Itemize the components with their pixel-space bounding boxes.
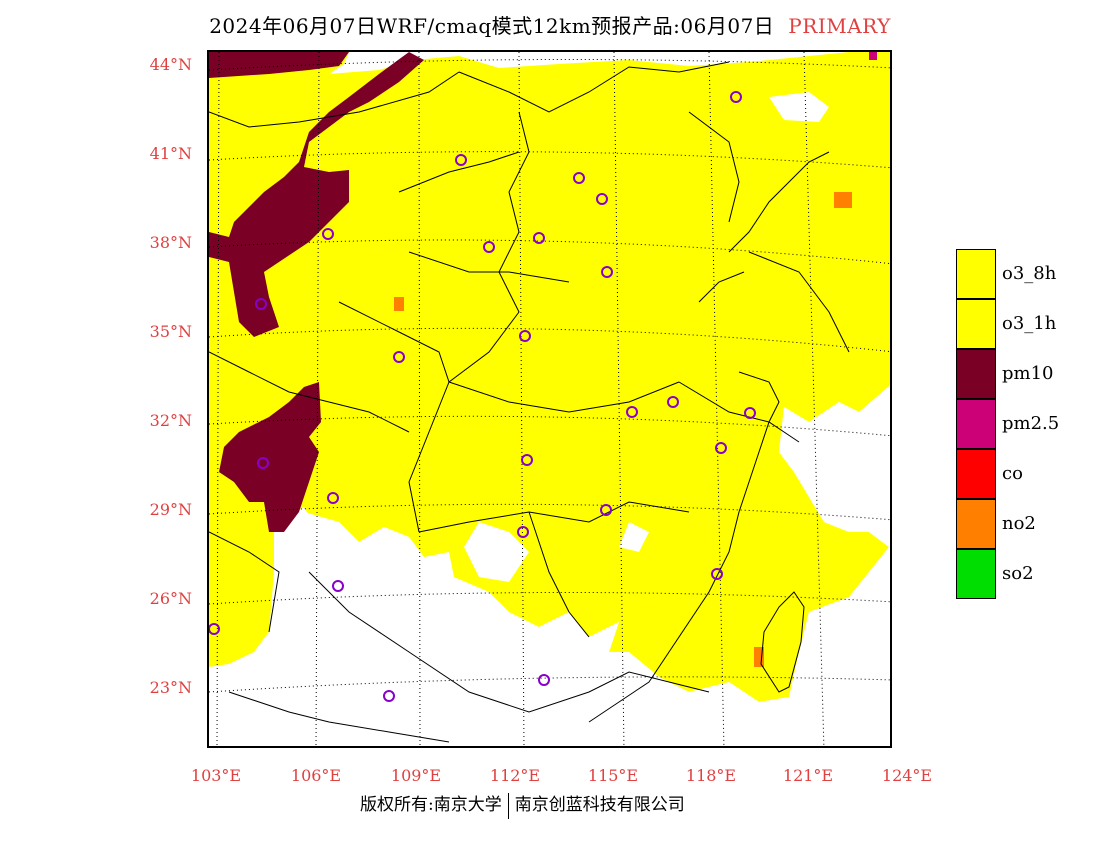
copyright-footer: 版权所有:南京大学 南京创蓝科技有限公司 bbox=[360, 790, 685, 819]
sea-clean-region bbox=[209, 385, 890, 746]
station-marker bbox=[626, 406, 638, 418]
lon-label-106: 106°E bbox=[290, 766, 342, 785]
station-marker bbox=[538, 674, 550, 686]
station-marker bbox=[455, 154, 467, 166]
lat-label-29: 29°N bbox=[149, 500, 192, 519]
province-boundaries bbox=[209, 61, 850, 743]
legend-label: o3_1h bbox=[1002, 313, 1057, 334]
forecast-map bbox=[207, 50, 892, 748]
station-marker bbox=[209, 623, 220, 635]
legend-swatch bbox=[956, 249, 996, 299]
graticule bbox=[209, 52, 890, 746]
station-marker bbox=[573, 172, 585, 184]
station-marker bbox=[517, 526, 529, 538]
pm10-region-north bbox=[209, 52, 349, 78]
station-marker bbox=[393, 351, 405, 363]
lon-label-121: 121°E bbox=[782, 766, 834, 785]
copyright-company: 南京创蓝科技有限公司 bbox=[514, 795, 685, 815]
lon-label-115: 115°E bbox=[587, 766, 639, 785]
legend-label: co bbox=[1002, 463, 1023, 484]
station-marker bbox=[322, 228, 334, 240]
station-marker bbox=[533, 232, 545, 244]
title-text: 2024年06月07日WRF/cmaq模式12km预报产品:06月07日 bbox=[209, 14, 775, 38]
lat-label-32: 32°N bbox=[149, 411, 192, 430]
clean-air-gap-2 bbox=[464, 522, 529, 582]
o3-region bbox=[209, 52, 890, 702]
station-marker bbox=[711, 568, 723, 580]
station-marker bbox=[601, 266, 613, 278]
lat-label-23: 23°N bbox=[149, 678, 192, 697]
coastline bbox=[588, 151, 830, 723]
station-marker bbox=[332, 580, 344, 592]
legend-label: pm10 bbox=[1002, 363, 1054, 384]
station-marker bbox=[519, 330, 531, 342]
legend-swatch bbox=[956, 549, 996, 599]
station-marker bbox=[257, 457, 269, 469]
taiwan-outline bbox=[760, 591, 805, 693]
lat-label-38: 38°N bbox=[149, 233, 192, 252]
legend-swatch bbox=[956, 499, 996, 549]
lon-label-118: 118°E bbox=[685, 766, 737, 785]
lon-label-103: 103°E bbox=[190, 766, 242, 785]
station-marker bbox=[521, 454, 533, 466]
legend-swatch bbox=[956, 449, 996, 499]
clean-air-gap-1 bbox=[279, 512, 424, 597]
station-marker bbox=[715, 442, 727, 454]
legend-label: no2 bbox=[1002, 513, 1036, 534]
lat-label-26: 26°N bbox=[149, 589, 192, 608]
legend-label: o3_8h bbox=[1002, 263, 1057, 284]
clean-air-gap-4 bbox=[769, 92, 829, 122]
pm10-region-plume bbox=[209, 52, 424, 337]
legend-swatch bbox=[956, 299, 996, 349]
no2-hotspot bbox=[834, 192, 852, 208]
station-marker bbox=[596, 193, 608, 205]
station-marker bbox=[730, 91, 742, 103]
pm25-hotspot bbox=[869, 52, 877, 60]
station-marker bbox=[327, 492, 339, 504]
station-marker bbox=[667, 396, 679, 408]
no2-hotspot bbox=[754, 647, 764, 667]
lat-label-44: 44°N bbox=[149, 55, 192, 74]
station-marker bbox=[600, 504, 612, 516]
legend-swatch bbox=[956, 349, 996, 399]
clean-air-gap-3 bbox=[619, 522, 649, 552]
lon-label-124: 124°E bbox=[881, 766, 933, 785]
copyright-owner: 版权所有:南京大学 bbox=[360, 795, 502, 815]
station-marker bbox=[255, 298, 267, 310]
lat-label-41: 41°N bbox=[149, 144, 192, 163]
map-title: 2024年06月07日WRF/cmaq模式12km预报产品:06月07日 PRIM… bbox=[0, 10, 1100, 39]
footer-separator bbox=[507, 792, 509, 819]
lon-label-109: 109°E bbox=[390, 766, 442, 785]
pm10-region-south bbox=[219, 382, 321, 532]
product-tag: PRIMARY bbox=[788, 14, 891, 38]
legend-label: pm2.5 bbox=[1002, 413, 1060, 434]
station-marker bbox=[744, 407, 756, 419]
map-canvas bbox=[209, 52, 890, 746]
legend-swatch bbox=[956, 399, 996, 449]
lat-label-35: 35°N bbox=[149, 322, 192, 341]
station-marker bbox=[483, 241, 495, 253]
station-marker bbox=[383, 690, 395, 702]
no2-hotspot bbox=[394, 297, 404, 311]
lon-label-112: 112°E bbox=[489, 766, 541, 785]
monitoring-stations bbox=[209, 91, 756, 702]
legend-label: so2 bbox=[1002, 563, 1034, 584]
